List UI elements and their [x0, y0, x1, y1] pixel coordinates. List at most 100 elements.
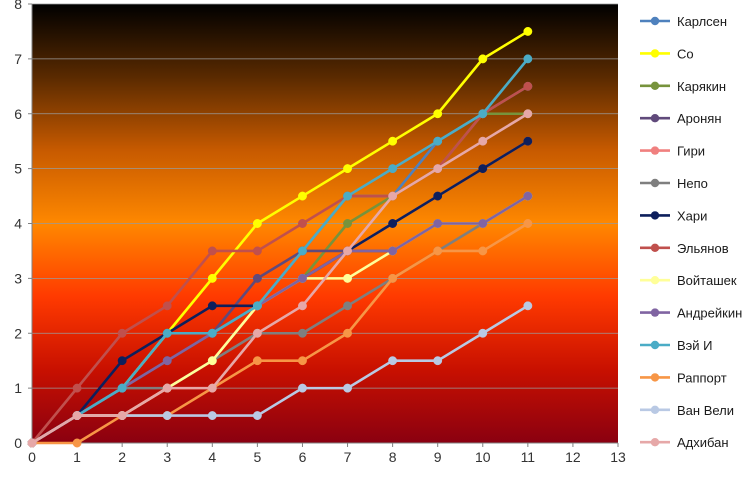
x-tick-label: 7 — [344, 449, 352, 465]
data-point — [478, 109, 488, 119]
x-tick-label: 11 — [521, 449, 536, 465]
data-point — [388, 191, 398, 201]
x-tick-label: 10 — [475, 449, 491, 465]
legend-marker — [650, 405, 660, 414]
legend-item: Адхибан — [640, 435, 729, 450]
legend-label: Войташек — [677, 273, 737, 288]
data-point — [72, 411, 82, 421]
data-point — [117, 328, 127, 338]
data-point — [207, 301, 217, 311]
legend-marker — [650, 373, 660, 382]
data-point — [343, 191, 352, 201]
data-point — [252, 273, 262, 283]
data-point — [433, 109, 443, 119]
legend-marker — [650, 49, 660, 58]
data-point — [298, 328, 307, 338]
data-point — [388, 273, 398, 283]
series-line — [31, 112, 529, 445]
legend-item: Эльянов — [640, 241, 729, 256]
data-point — [523, 54, 533, 64]
data-point — [478, 136, 488, 146]
data-point — [252, 328, 262, 338]
legend-marker — [650, 340, 660, 350]
legend-marker — [650, 211, 660, 220]
data-point — [117, 411, 127, 421]
legend-item: Войташек — [640, 273, 737, 288]
legend-label: Карлсен — [677, 14, 727, 29]
data-point — [343, 383, 352, 393]
legend-item: Ван Вели — [640, 403, 734, 418]
data-point — [388, 164, 398, 174]
y-tick-label: 4 — [14, 216, 22, 232]
data-point — [343, 273, 352, 283]
data-point — [433, 191, 443, 201]
data-point — [523, 191, 533, 201]
y-tick-label: 6 — [14, 106, 22, 122]
data-point — [117, 356, 127, 366]
x-tick-label: 6 — [299, 449, 307, 465]
data-point — [433, 356, 443, 366]
legend-label: Гири — [677, 144, 705, 159]
data-point — [298, 273, 307, 283]
legend-marker — [650, 81, 660, 91]
data-point — [298, 383, 307, 393]
legend-item: Раппорт — [640, 370, 727, 385]
y-tick-label: 0 — [14, 435, 22, 451]
legend-marker — [650, 276, 660, 285]
legend-marker — [650, 243, 660, 252]
data-point — [343, 219, 352, 228]
x-tick-label: 3 — [163, 449, 171, 465]
legend-marker — [650, 146, 660, 155]
legend-label: Эльянов — [677, 241, 729, 256]
series-line — [31, 58, 529, 445]
legend-label: Вэй И — [677, 338, 713, 353]
y-tick-label: 8 — [14, 0, 22, 12]
data-point — [523, 26, 533, 36]
data-point — [343, 164, 352, 174]
legend-label: Со — [677, 46, 694, 61]
data-point — [72, 438, 82, 448]
data-point — [523, 109, 533, 119]
x-tick-label: 12 — [565, 449, 581, 465]
data-point — [388, 356, 398, 366]
legend-marker — [650, 438, 660, 447]
data-point — [162, 411, 172, 421]
data-point — [298, 191, 307, 201]
data-point — [162, 356, 172, 366]
legend-item: Аронян — [640, 111, 722, 126]
data-point — [433, 136, 443, 146]
data-point — [207, 273, 217, 283]
series-lines — [27, 26, 533, 448]
data-point — [478, 328, 488, 338]
x-tick-label: 0 — [28, 449, 36, 465]
x-tick-label: 4 — [208, 449, 216, 465]
data-point — [298, 246, 307, 256]
legend-item: Со — [640, 46, 694, 61]
legend-item: Андрейкин — [640, 306, 742, 321]
legend-item: Хари — [640, 208, 707, 223]
legend-label: Раппорт — [677, 370, 727, 385]
data-point — [252, 246, 262, 256]
data-point — [298, 219, 307, 228]
series-line — [32, 222, 529, 445]
data-point — [252, 219, 262, 228]
data-point — [117, 383, 127, 393]
data-point — [388, 136, 398, 146]
data-point — [72, 383, 82, 393]
legend-label: Адхибан — [677, 435, 729, 450]
data-point — [207, 356, 217, 366]
y-tick-label: 3 — [14, 270, 22, 286]
data-point — [162, 328, 172, 338]
data-point — [343, 301, 352, 311]
legend-item: Карякин — [640, 79, 726, 94]
y-tick-label: 5 — [14, 161, 22, 177]
legend-marker — [650, 16, 660, 26]
series-Вэй И — [27, 54, 533, 448]
data-point — [523, 301, 533, 311]
data-point — [298, 301, 307, 311]
x-tick-label: 9 — [434, 449, 442, 465]
legend-item: Гири — [640, 144, 705, 159]
data-point — [207, 328, 217, 338]
